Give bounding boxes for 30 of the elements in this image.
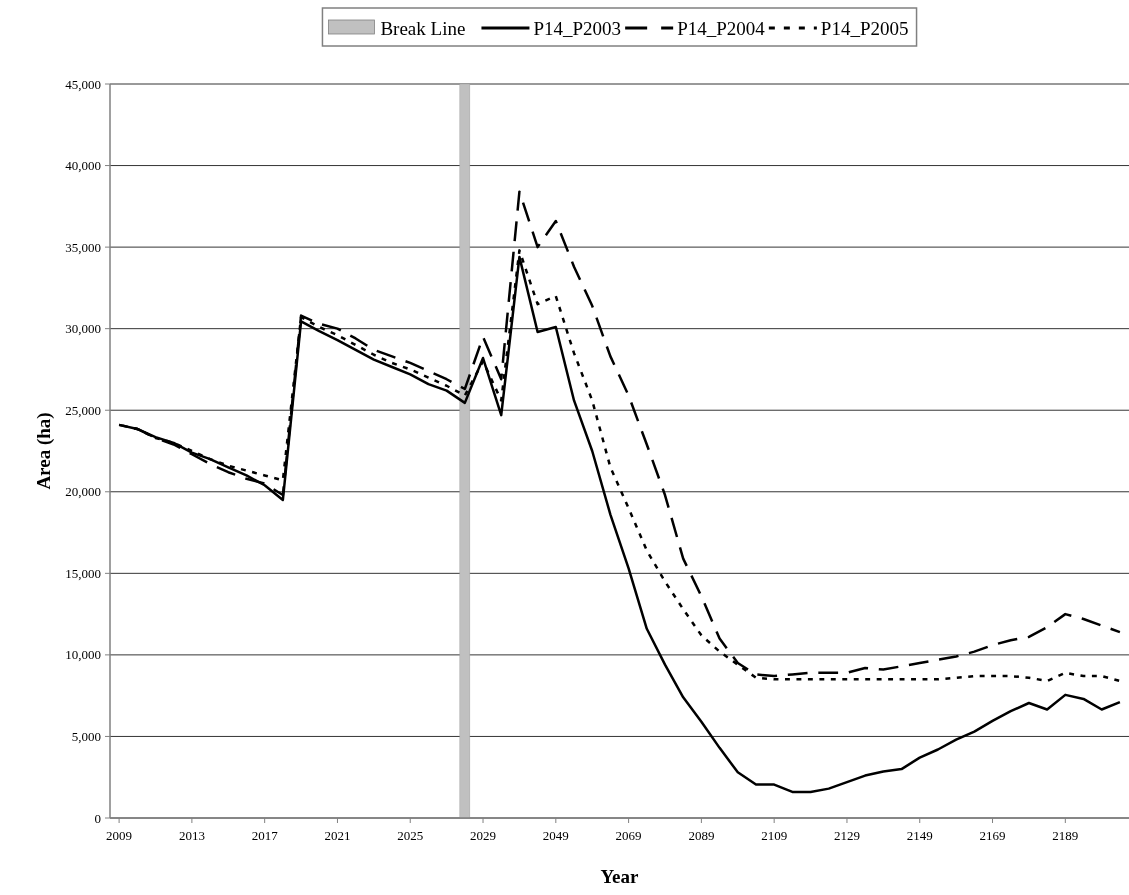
x-tick-label: 2009 <box>106 828 133 843</box>
y-tick-label: 20,000 <box>65 484 101 500</box>
x-tick-label: 2109 <box>761 828 788 843</box>
y-tick-label: 25,000 <box>65 402 101 418</box>
x-tick-label: 2069 <box>615 828 642 843</box>
x-tick-label: 2025 <box>397 828 424 843</box>
y-tick-label: 0 <box>94 810 101 826</box>
y-axis-title: Area (ha) <box>33 412 55 490</box>
x-axis-title: Year <box>600 866 640 887</box>
x-tick-label: 2029 <box>470 828 497 843</box>
legend-label: P14_P2005 <box>820 17 909 39</box>
y-tick-label: 10,000 <box>65 647 101 663</box>
x-tick-label: 2089 <box>688 828 715 843</box>
legend-label: Break Line <box>380 17 466 39</box>
x-tick-label: 2021 <box>324 828 351 843</box>
legend-label: P14_P2004 <box>677 17 766 39</box>
x-tick-label: 2017 <box>251 828 279 843</box>
x-tick-label: 2129 <box>833 828 860 843</box>
x-tick-label: 2149 <box>906 828 933 843</box>
x-tick-label: 2049 <box>542 828 569 843</box>
y-tick-label: 40,000 <box>65 158 101 174</box>
y-tick-label: 45,000 <box>65 76 101 92</box>
y-tick-label: 15,000 <box>65 565 101 581</box>
legend-label: P14_P2003 <box>533 17 622 39</box>
x-tick-label: 2189 <box>1052 828 1079 843</box>
x-tick-label: 2013 <box>178 828 205 843</box>
y-tick-label: 5,000 <box>71 728 101 744</box>
x-tick-label: 2169 <box>979 828 1006 843</box>
y-tick-label: 35,000 <box>65 239 101 255</box>
y-tick-label: 30,000 <box>65 321 101 337</box>
